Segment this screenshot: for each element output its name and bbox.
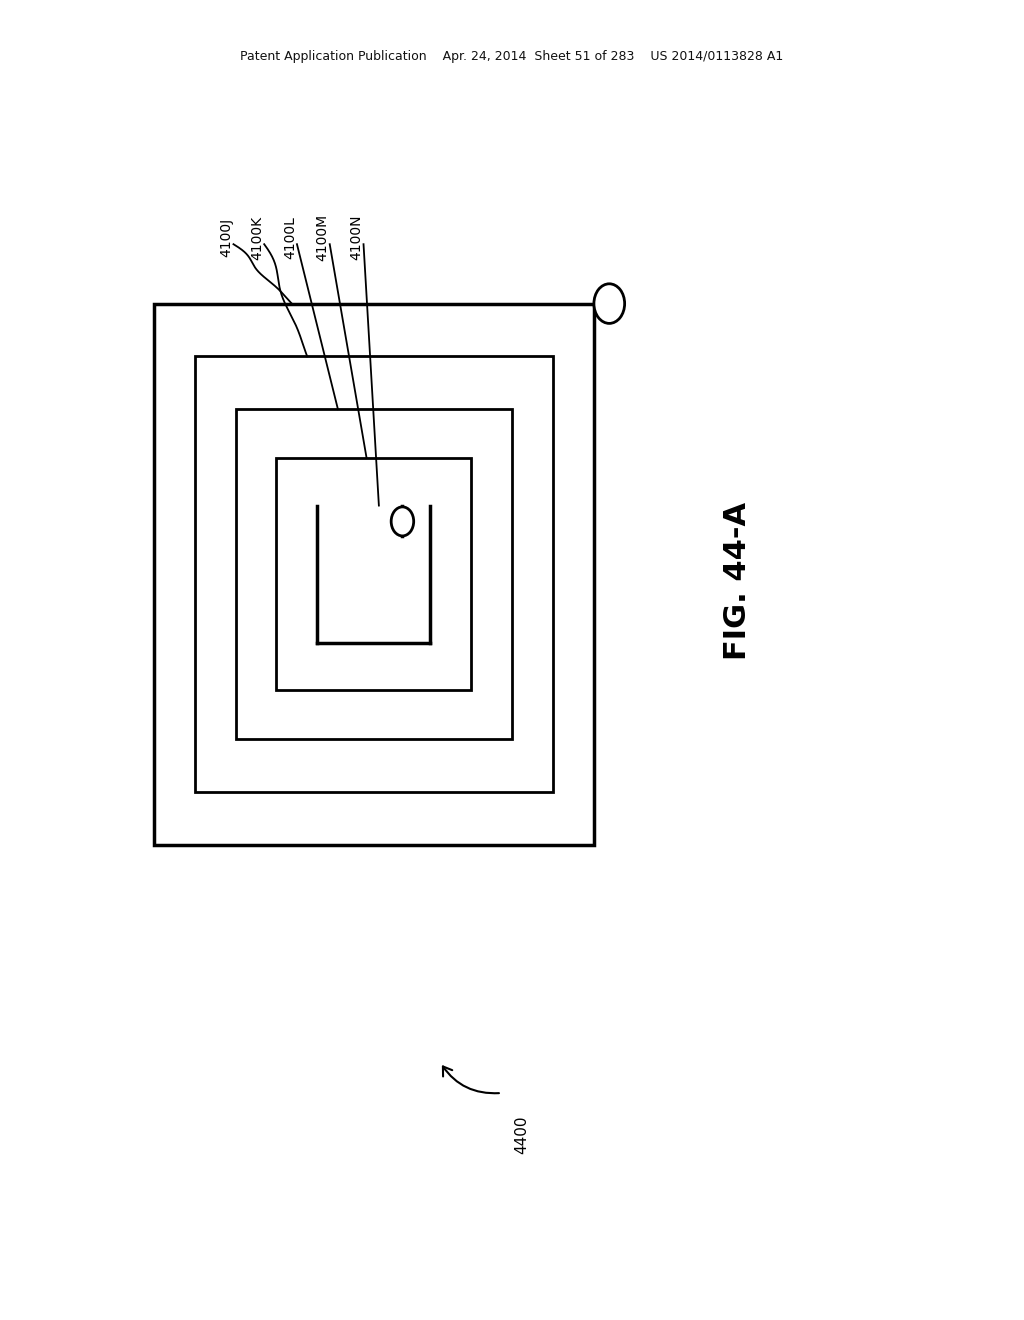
Text: FIG. 44-A: FIG. 44-A	[723, 502, 752, 660]
Bar	[276, 458, 471, 690]
Text: 4100J: 4100J	[219, 218, 233, 257]
Text: 4100K: 4100K	[250, 215, 264, 260]
Text: Patent Application Publication    Apr. 24, 2014  Sheet 51 of 283    US 2014/0113: Patent Application Publication Apr. 24, …	[241, 50, 783, 63]
Text: 4400: 4400	[515, 1115, 529, 1154]
Text: 4100M: 4100M	[315, 214, 330, 261]
FancyArrowPatch shape	[443, 1067, 499, 1093]
Text: 4100N: 4100N	[349, 215, 364, 260]
Bar	[236, 409, 512, 739]
Text: 4100L: 4100L	[283, 216, 297, 259]
Bar	[154, 304, 594, 845]
Bar	[195, 356, 553, 792]
Circle shape	[594, 284, 625, 323]
Circle shape	[391, 507, 414, 536]
